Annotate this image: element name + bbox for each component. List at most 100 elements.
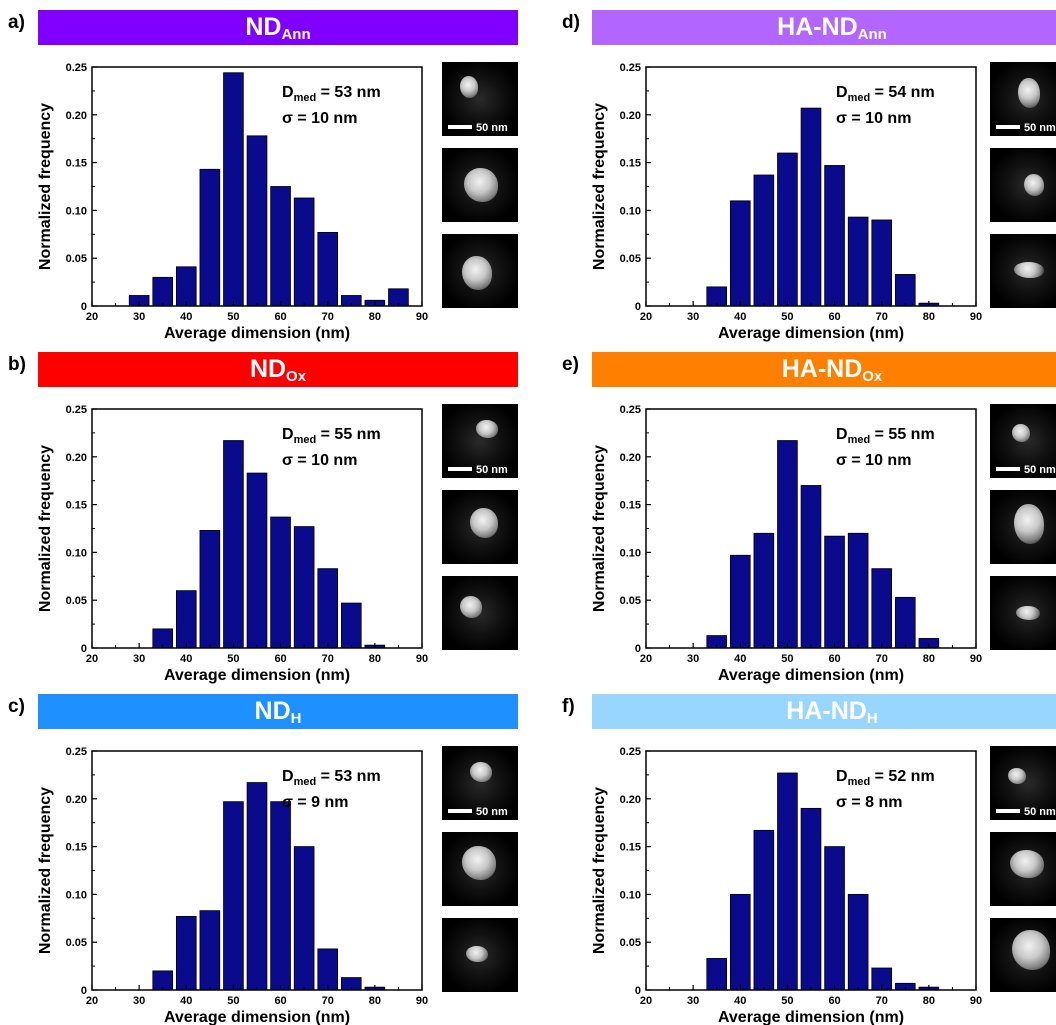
x-tick-label: 60 xyxy=(274,995,286,1007)
x-tick-label: 40 xyxy=(180,311,192,323)
scale-bar-label: 50 nm xyxy=(1024,806,1056,818)
y-axis-label: Normalized frequency xyxy=(591,787,608,954)
histogram-bar xyxy=(753,174,775,307)
histogram-bar xyxy=(871,568,893,649)
y-tick-label: 0 xyxy=(635,301,641,313)
y-axis-label: Normalized frequency xyxy=(37,103,54,270)
histogram-bar xyxy=(223,72,244,307)
median-stat: Dmed = 54 nm xyxy=(836,84,935,104)
histogram-bar xyxy=(293,197,315,307)
sigma-stat: σ = 10 nm xyxy=(282,452,357,469)
chart-title: HA-ND xyxy=(786,697,867,725)
y-tick-label: 0.25 xyxy=(66,404,87,416)
chart-title-subscript: Ann xyxy=(281,26,311,43)
y-tick-label: 0.15 xyxy=(620,500,641,512)
median-stat: Dmed = 55 nm xyxy=(282,426,381,446)
x-tick-label: 20 xyxy=(640,311,652,323)
histogram-bar xyxy=(152,276,174,307)
x-tick-label: 30 xyxy=(687,995,699,1007)
chart-panel: a) ND Ann 20 30 40 50 60 70 80 90 0 0.05 0.10 0.15 0.20… xyxy=(8,10,518,342)
x-tick-label: 50 xyxy=(227,311,239,323)
y-tick-label: 0.20 xyxy=(620,110,641,122)
x-tick-label: 20 xyxy=(86,311,98,323)
x-tick-label: 90 xyxy=(970,653,982,665)
chart-title: ND xyxy=(245,13,282,41)
y-tick-label: 0.25 xyxy=(66,62,87,74)
histogram-bar xyxy=(729,554,751,649)
nanodiamond-particle xyxy=(470,762,492,782)
x-tick-label: 30 xyxy=(687,311,699,323)
chart-title: ND xyxy=(254,697,291,725)
x-tick-label: 70 xyxy=(322,311,334,323)
x-tick-label: 90 xyxy=(970,995,982,1007)
tem-image xyxy=(990,234,1056,308)
x-tick-label: 20 xyxy=(86,653,98,665)
histogram-bar xyxy=(729,200,751,307)
histogram-bar xyxy=(800,485,822,649)
chart-title-banner: HA-ND H xyxy=(592,694,1056,729)
histogram-bar xyxy=(847,893,869,991)
histogram-chart: 20 30 40 50 60 70 80 90 0 0.05 0.10 0.15 0.20 0.25 Ave… xyxy=(37,746,428,1025)
histogram-chart: 20 30 40 50 60 70 80 90 0 0.05 0.10 0.15 0.20 0.25 Ave… xyxy=(591,746,982,1025)
histogram-bar xyxy=(175,915,197,991)
nanodiamond-particle xyxy=(1012,930,1050,970)
x-tick-label: 80 xyxy=(369,653,381,665)
x-tick-label: 60 xyxy=(828,311,840,323)
y-axis-label: Normalized frequency xyxy=(37,445,54,612)
chart-panel: f) HA-ND H 20 30 40 50 60 70 80 90 0 0.05 0.10 0.15 0.2… xyxy=(562,694,1056,1025)
x-tick-label: 80 xyxy=(923,995,935,1007)
scale-bar xyxy=(448,809,472,813)
histogram-bar xyxy=(175,266,197,307)
sigma-stat: σ = 10 nm xyxy=(282,110,357,127)
tem-image xyxy=(990,918,1056,992)
histogram-bar xyxy=(871,219,893,307)
x-tick-label: 40 xyxy=(734,995,746,1007)
y-tick-label: 0.15 xyxy=(620,158,641,170)
median-stat: Dmed = 52 nm xyxy=(836,768,935,788)
nanodiamond-particle xyxy=(462,256,492,290)
tem-image xyxy=(990,576,1056,650)
x-tick-label: 70 xyxy=(322,653,334,665)
histogram-bar xyxy=(270,516,291,649)
tem-image xyxy=(442,234,518,308)
x-tick-label: 70 xyxy=(322,995,334,1007)
tem-image: 50 nm xyxy=(990,404,1056,478)
sigma-stat: σ = 9 nm xyxy=(282,794,349,811)
chart-panel: b) ND Ox 20 30 40 50 60 70 80 90 0 0.05 0.10 0.15 0.20 0… xyxy=(8,352,518,684)
x-tick-label: 20 xyxy=(86,995,98,1007)
x-tick-label: 50 xyxy=(227,653,239,665)
panel-letter: e) xyxy=(562,354,579,375)
y-axis-label: Normalized frequency xyxy=(591,445,608,612)
y-tick-label: 0.20 xyxy=(620,794,641,806)
histogram-bar xyxy=(847,532,869,649)
y-axis-label: Normalized frequency xyxy=(591,103,608,270)
y-tick-label: 0.20 xyxy=(66,452,87,464)
x-tick-label: 30 xyxy=(133,653,145,665)
histogram-bar xyxy=(246,135,268,307)
tem-image xyxy=(442,832,518,906)
x-tick-label: 80 xyxy=(923,653,935,665)
histogram-chart: 20 30 40 50 60 70 80 90 0 0.05 0.10 0.15 0.20 0.25 Ave… xyxy=(37,62,428,342)
y-tick-label: 0.15 xyxy=(620,842,641,854)
scale-bar xyxy=(996,809,1020,813)
histogram-bar xyxy=(800,107,822,307)
histogram-bar xyxy=(706,958,728,991)
histogram-bar xyxy=(894,596,916,649)
panel-letter: b) xyxy=(8,354,26,375)
x-tick-label: 20 xyxy=(640,653,652,665)
histogram-bar xyxy=(824,846,845,991)
x-tick-label: 30 xyxy=(133,311,145,323)
y-tick-label: 0.05 xyxy=(620,595,641,607)
chart-title-subscript: Ox xyxy=(286,368,307,385)
tem-image xyxy=(442,148,518,222)
chart-title-banner: ND H xyxy=(38,694,518,729)
panel-letter: a) xyxy=(8,12,25,33)
x-tick-label: 50 xyxy=(781,653,793,665)
y-tick-label: 0.10 xyxy=(620,547,641,559)
y-tick-label: 0.10 xyxy=(620,889,641,901)
nanodiamond-particle xyxy=(1014,262,1044,278)
histogram-bar xyxy=(199,910,221,991)
y-tick-label: 0.25 xyxy=(620,62,641,74)
tem-image xyxy=(442,490,518,564)
x-tick-label: 90 xyxy=(416,653,428,665)
